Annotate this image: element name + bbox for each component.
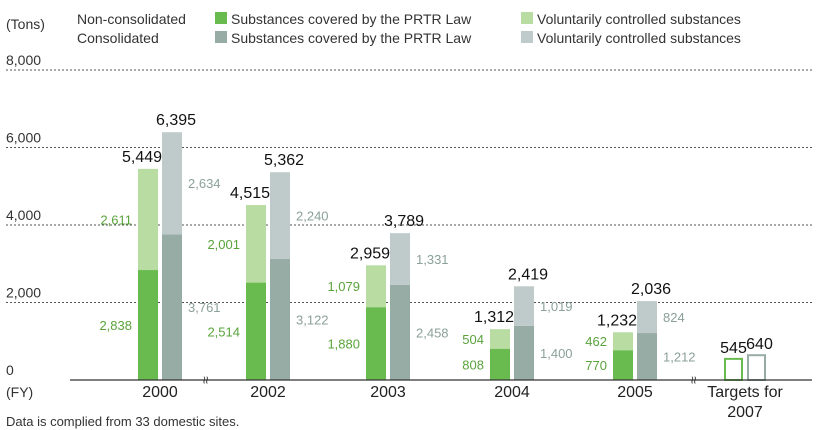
total-label-non-consolidated: 1,312 (474, 309, 514, 326)
total-label-non-consolidated: 2,959 (350, 245, 390, 262)
legend-swatch-c-vol (521, 31, 533, 43)
bar-segment-nc-prtr (613, 350, 633, 380)
legend-label-nc-vol: Voluntarily controlled substances (537, 11, 741, 27)
total-label-consolidated: 2,419 (508, 266, 548, 283)
bar-segment-c-voluntary (390, 233, 410, 285)
target-bar-consolidated (747, 354, 766, 382)
bars: 2,838 2,611 3,761 2,634 5,449 6,395 2,514 2,001… (99, 112, 696, 380)
bar-segment-nc-prtr (138, 270, 158, 380)
bar-segment-c-prtr (390, 284, 410, 380)
y-tick-label: 6,000 (6, 130, 41, 146)
total-label-consolidated: 2,036 (631, 281, 671, 298)
legend: Non-consolidated Consolidated Substances… (77, 11, 741, 46)
data-label-c-voluntary: 2,240 (296, 209, 329, 224)
total-label-non-consolidated: 4,515 (230, 185, 270, 202)
axis-break-mark: ≈ (686, 376, 702, 384)
target-label-non-consolidated: 545 (720, 340, 747, 357)
legend-row-label-nc: Non-consolidated (77, 11, 186, 27)
total-label-consolidated: 3,789 (384, 213, 424, 230)
axis-break-mark: ≈ (198, 376, 214, 384)
target-category-label-year: 2007 (727, 404, 763, 421)
data-label-c-voluntary: 824 (663, 310, 685, 325)
bar-segment-c-prtr (162, 234, 182, 380)
bar-segment-c-voluntary (514, 286, 534, 326)
x-category-label: 2002 (250, 384, 286, 401)
x-category-labels: 2000 2002 2003 2004 2005 (142, 384, 653, 401)
unit-label: (Tons) (6, 16, 45, 32)
bar-segment-c-prtr (514, 325, 534, 380)
bar-segment-nc-voluntary (246, 205, 266, 283)
data-label-nc-voluntary: 462 (585, 334, 607, 349)
legend-label-c-prtr: Substances covered by the PRTR Law (231, 30, 472, 46)
x-category-label: 2004 (494, 384, 530, 401)
data-label-nc-prtr: 770 (585, 358, 607, 373)
footnote: Data is complied from 33 domestic sites. (6, 414, 239, 429)
x-category-label: 2003 (370, 384, 406, 401)
data-label-nc-voluntary: 2,001 (207, 237, 240, 252)
bar-segment-c-prtr (270, 259, 290, 380)
data-label-nc-voluntary: 504 (462, 332, 484, 347)
bar-segment-c-prtr (637, 333, 657, 380)
bar-segment-c-voluntary (162, 132, 182, 235)
legend-swatch-c-prtr (215, 31, 227, 43)
bar-segment-nc-voluntary (138, 168, 158, 271)
data-label-c-voluntary: 1,019 (540, 299, 573, 314)
data-label-nc-prtr: 2,514 (207, 324, 240, 339)
total-label-non-consolidated: 1,232 (597, 312, 637, 329)
bar-segment-nc-prtr (490, 348, 510, 380)
y-tick-label: 2,000 (6, 285, 41, 301)
targets: 545 640 (720, 336, 773, 382)
data-label-nc-prtr: 1,880 (327, 337, 360, 352)
data-label-c-voluntary: 2,634 (188, 176, 221, 191)
data-label-nc-voluntary: 1,079 (327, 279, 360, 294)
legend-swatch-nc-prtr (215, 12, 227, 24)
data-label-c-prtr: 1,400 (540, 346, 573, 361)
legend-row-label-c: Consolidated (77, 30, 159, 46)
target-bar-non-consolidated (724, 357, 743, 382)
data-label-nc-voluntary: 2,611 (100, 212, 132, 227)
bar-segment-nc-prtr (366, 307, 386, 380)
target-category-label: Targets for (707, 384, 783, 401)
bar-segment-nc-voluntary (366, 265, 386, 308)
total-label-consolidated: 6,395 (156, 112, 196, 129)
legend-label-c-vol: Voluntarily controlled substances (537, 30, 741, 46)
total-label-non-consolidated: 5,449 (122, 149, 162, 166)
bar-segment-nc-voluntary (490, 329, 510, 349)
x-category-label: 2005 (617, 384, 653, 401)
x-axis-label: (FY) (6, 384, 33, 400)
data-label-c-prtr: 1,212 (663, 350, 696, 365)
y-tick-label: 8,000 (6, 52, 41, 68)
data-label-c-prtr: 3,122 (296, 313, 329, 328)
total-label-consolidated: 5,362 (264, 152, 304, 169)
target-label-consolidated: 640 (746, 336, 773, 353)
bar-segment-nc-prtr (246, 282, 266, 380)
data-label-nc-prtr: 2,838 (99, 318, 132, 333)
legend-swatch-nc-vol (521, 12, 533, 24)
bar-segment-nc-voluntary (613, 332, 633, 351)
data-label-nc-prtr: 808 (462, 357, 484, 372)
bar-segment-c-voluntary (270, 172, 290, 260)
data-label-c-voluntary: 1,331 (416, 252, 449, 267)
legend-label-nc-prtr: Substances covered by the PRTR Law (231, 11, 472, 27)
y-tick-label: 0 (6, 362, 14, 378)
y-tick-labels: 0 2,000 4,000 6,000 8,000 (6, 52, 41, 378)
x-category-label: 2000 (142, 384, 178, 401)
data-label-c-prtr: 2,458 (416, 325, 449, 340)
y-tick-label: 4,000 (6, 207, 41, 223)
bar-segment-c-voluntary (637, 301, 657, 334)
data-label-c-prtr: 3,761 (188, 300, 221, 315)
